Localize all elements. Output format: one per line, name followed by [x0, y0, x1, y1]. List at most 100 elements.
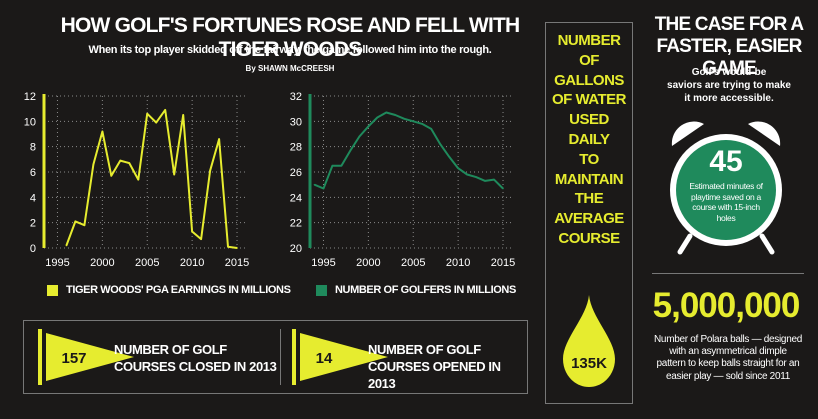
earnings-legend-swatch [47, 284, 58, 296]
water-line: NUMBER [557, 32, 621, 49]
earnings-y-tick-label: 4 [30, 192, 36, 204]
case-subtitle: Golf's would-be saviors are trying to ma… [640, 66, 818, 105]
byline: By SHAWN McCREESH [245, 64, 335, 73]
golfers-x-tick-label: 2000 [356, 257, 380, 269]
water-drop-icon: 135K [563, 295, 615, 387]
earnings-data-point [218, 138, 220, 140]
earnings-x-tick-label: 2015 [225, 257, 249, 269]
water-line: OF [579, 51, 599, 69]
golfers-y-tick-label: 28 [290, 142, 302, 154]
earnings-data-point [164, 109, 166, 111]
closed-label-suffix: IN 2013 [230, 359, 277, 374]
golfers-data-point [331, 164, 334, 167]
earnings-x-tick-label: 1995 [45, 257, 69, 269]
earnings-data-point [191, 230, 193, 233]
earnings-data-point [146, 112, 149, 115]
closed-label-prefix: COURSES [114, 359, 179, 374]
golfers-series-line [314, 111, 504, 190]
closed-label-emph: CLOSED [178, 359, 231, 374]
balls-desc-line: pattern to keep balls straight for an [656, 358, 800, 370]
opened-value: 14 [316, 350, 333, 367]
earnings-data-point [65, 244, 68, 247]
golfers-data-point [484, 180, 486, 182]
closed-label-line1: NUMBER OF GOLF [114, 342, 227, 357]
case-title-line2: FASTER, EASIER GAME [656, 36, 802, 79]
earnings-data-point [92, 163, 95, 166]
golfers-data-point [475, 176, 477, 178]
golfers-legend-swatch [316, 284, 327, 296]
earnings-data-point [110, 175, 113, 177]
golfers-data-point [385, 111, 388, 114]
water-text: NUMBER OF GALLONS OF WATER USED DAILY TO… [546, 31, 632, 249]
golfers-data-point [430, 128, 432, 130]
golfers-data-point [502, 187, 504, 190]
opened-label-suffix: IN 2013 [368, 359, 501, 391]
case-sub-line3: it more accessible. [684, 93, 774, 104]
earnings-legend: TIGER WOODS' PGA EARNINGS IN MILLIONS [47, 284, 291, 296]
earnings-series-line [65, 108, 238, 249]
alarm-clock-icon [670, 121, 782, 255]
water-box: NUMBER OF GALLONS OF WATER USED DAILY TO… [545, 22, 633, 404]
golfers-data-point [367, 125, 370, 128]
earnings-x-tick-label: 2010 [180, 257, 204, 269]
golfers-data-point [349, 149, 352, 152]
earnings-data-point [173, 173, 175, 176]
golfers-data-point [457, 167, 459, 169]
opened-label-line1: NUMBER OF GOLF [368, 342, 481, 357]
water-line: OF WATER [551, 91, 627, 109]
earnings-x-tick-label: 2005 [135, 257, 159, 269]
earnings-chart: 0 2 4 6 8 10 12 1995 2000 2005 2010 2015 [24, 91, 250, 269]
water-line: GALLONS [554, 71, 624, 89]
earnings-data-point [74, 220, 77, 223]
golfers-data-point [376, 116, 379, 119]
opened-label-line2: COURSES OPENED IN 2013 [368, 358, 527, 392]
water-line: USED [569, 111, 609, 129]
opened-label-emph: OPENED [432, 359, 486, 374]
golfers-y-tick-label: 24 [290, 192, 302, 204]
balls-desc-line: with an asymmetrical dimple [669, 346, 787, 358]
opened-label: NUMBER OF GOLF COURSES OPENED IN 2013 [368, 341, 527, 392]
clock-desc-line: course with 15-inch [692, 202, 760, 212]
clock-description: Estimated minutes of playtime saved on a… [678, 181, 774, 223]
earnings-data-point [155, 121, 158, 124]
clock-value: 45 [709, 145, 743, 178]
golfers-y-tick-label: 26 [290, 167, 302, 179]
earnings-data-point [209, 169, 211, 172]
opened-label-prefix: COURSES [368, 359, 433, 374]
golfers-y-tick-label: 20 [290, 243, 302, 255]
case-title-line1: THE CASE FOR A [654, 14, 804, 35]
water-line: TO [579, 150, 599, 168]
balls-description: Number of Polara balls — designed with a… [650, 334, 806, 383]
balls-value: 5,000,000 [652, 286, 801, 325]
golfers-chart: 20 22 24 26 28 30 32 1995 2000 2005 2010 2015 [290, 91, 516, 269]
golfers-data-point [358, 135, 361, 138]
golfers-data-point [313, 183, 316, 186]
earnings-y-tick-label: 0 [30, 243, 36, 255]
golfers-data-point [466, 173, 468, 176]
opened-pennant-icon: 14 [292, 329, 388, 385]
golfers-data-point [403, 118, 406, 120]
golfers-legend-label: NUMBER OF GOLFERS IN MILLIONS [335, 284, 516, 296]
water-line: AVERAGE [554, 210, 624, 228]
earnings-data-point [236, 247, 238, 249]
case-divider [652, 273, 804, 274]
earnings-y-tick-label: 12 [24, 91, 36, 103]
water-line: THE [574, 190, 604, 208]
earnings-x-tick-label: 2000 [90, 257, 114, 269]
earnings-data-point [137, 178, 140, 181]
earnings-data-point [128, 162, 131, 164]
earnings-data-point [83, 224, 86, 226]
closed-label-line2: COURSES CLOSED IN 2013 [114, 358, 277, 375]
golfers-data-point [394, 114, 397, 116]
golfers-data-point [439, 143, 441, 145]
golfers-y-tick-label: 22 [290, 218, 302, 230]
earnings-legend-label: TIGER WOODS' PGA EARNINGS IN MILLIONS [66, 284, 291, 296]
water-line: DAILY [568, 130, 610, 148]
closed-value: 157 [61, 350, 86, 367]
clock-desc-line: playtime saved on a [691, 191, 761, 202]
golfers-y-tick-label: 30 [290, 116, 302, 128]
earnings-y-tick-label: 10 [24, 116, 36, 128]
clock-desc-line: Estimated minutes of [689, 181, 763, 191]
golfers-x-tick-label: 2005 [401, 257, 425, 269]
balls-desc-line: easier play — sold since 2011 [666, 370, 790, 382]
